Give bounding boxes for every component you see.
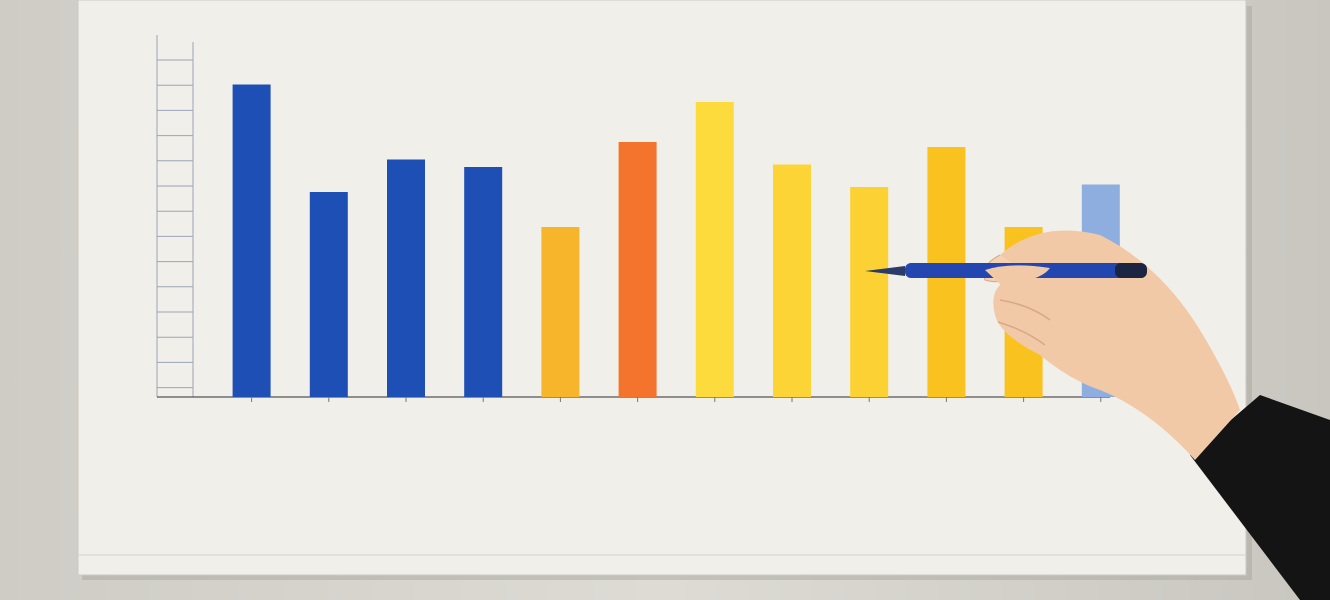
bar xyxy=(850,187,889,397)
bar xyxy=(309,192,348,397)
bar xyxy=(773,164,811,397)
bar xyxy=(541,227,580,397)
bar xyxy=(618,142,657,397)
bar xyxy=(232,84,271,397)
bar xyxy=(464,167,503,397)
hand-with-pen xyxy=(865,230,1330,600)
bar xyxy=(695,102,734,397)
bar xyxy=(387,159,425,397)
axis-ladder xyxy=(156,35,194,397)
